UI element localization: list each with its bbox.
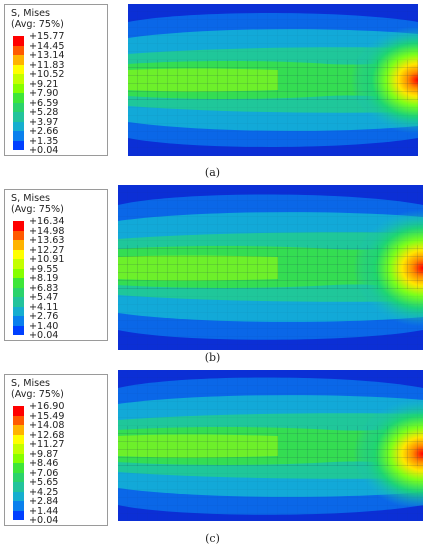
legend-title: S, Mises — [11, 193, 51, 204]
legend-level-label: +7.90 — [29, 88, 59, 99]
legend-swatch — [13, 425, 24, 435]
legend-level-label: +13.14 — [29, 50, 65, 61]
stress-legend: S, Mises (Avg: 75%) +16.90 +15.49 +14.08 +1… — [4, 374, 108, 526]
legend-level-label: +12.27 — [29, 244, 65, 256]
legend-level-label: +4.25 — [29, 486, 59, 498]
legend-swatch — [13, 453, 24, 463]
legend-swatch — [13, 259, 24, 269]
legend-swatch — [13, 131, 24, 141]
legend-level-label: +11.83 — [29, 59, 65, 71]
legend-swatch — [13, 93, 24, 103]
legend-level-label: +2.84 — [29, 496, 59, 507]
legend-level-label: +2.76 — [29, 311, 59, 322]
legend-level-label: +10.91 — [29, 254, 65, 265]
legend-subtitle: (Avg: 75%) — [11, 204, 64, 215]
legend-level-label: +9.55 — [29, 263, 59, 275]
legend-level-label: +16.34 — [29, 216, 65, 227]
legend-swatch — [13, 240, 24, 250]
legend-swatch — [13, 444, 24, 454]
panel-b: S, Mises (Avg: 75%) +16.34 +14.98 +13.63 +1… — [0, 185, 425, 370]
legend-swatch — [13, 510, 24, 520]
legend-swatch — [13, 83, 24, 93]
legend-level-label: +5.28 — [29, 107, 59, 118]
legend-swatch — [13, 102, 24, 112]
legend-level-label: +8.46 — [29, 458, 59, 469]
legend-swatch — [13, 278, 24, 288]
stress-contour-plot — [118, 185, 423, 350]
stress-contour-plot — [128, 4, 418, 156]
legend-level-label: +9.87 — [29, 448, 59, 460]
legend-swatch — [13, 463, 24, 473]
legend-swatch — [13, 297, 24, 307]
legend-level-label: +7.06 — [29, 467, 59, 479]
legend-swatch — [13, 415, 24, 425]
legend-level-label: +14.08 — [29, 420, 65, 431]
legend-level-label: +16.90 — [29, 401, 65, 412]
legend-title: S, Mises — [11, 8, 51, 19]
legend-swatch — [13, 230, 24, 240]
legend-level-label: +14.45 — [29, 40, 65, 52]
legend-swatch — [13, 287, 24, 297]
stress-contour-plot — [118, 370, 423, 521]
legend-swatch — [13, 121, 24, 131]
legend-level-label: +13.63 — [29, 235, 65, 246]
legend-swatch — [13, 55, 24, 65]
legend-level-label: +10.52 — [29, 69, 65, 80]
legend-level-label: +9.21 — [29, 78, 59, 90]
legend-level-label: +2.66 — [29, 126, 59, 137]
legend-level-label: +4.11 — [29, 301, 59, 313]
legend-level-label: +3.97 — [29, 116, 59, 128]
legend-title: S, Mises — [11, 378, 51, 389]
legend-level-label: +0.04 — [29, 330, 59, 341]
stress-legend: S, Mises (Avg: 75%) +16.34 +14.98 +13.63 +1… — [4, 189, 108, 341]
legend-swatch — [13, 249, 24, 259]
legend-swatch — [13, 306, 24, 316]
caption-a: (a) — [204, 166, 221, 179]
legend-level-label: +5.65 — [29, 477, 59, 488]
legend-swatch — [13, 140, 24, 150]
legend-swatch — [13, 434, 24, 444]
legend-swatch — [13, 501, 24, 511]
caption-c: (c) — [205, 532, 220, 545]
legend-level-label: +12.68 — [29, 429, 65, 441]
panel-c: S, Mises (Avg: 75%) +16.90 +15.49 +14.08 +1… — [0, 370, 425, 550]
legend-level-label: +0.04 — [29, 145, 59, 156]
legend-level-label: +14.98 — [29, 225, 65, 237]
legend-swatch — [13, 74, 24, 84]
legend-swatch — [13, 64, 24, 74]
legend-swatch — [13, 316, 24, 326]
legend-level-label: +1.44 — [29, 505, 59, 517]
legend-swatch — [13, 491, 24, 501]
legend-swatch — [13, 325, 24, 335]
legend-level-label: +15.49 — [29, 410, 65, 422]
legend-swatch — [13, 482, 24, 492]
legend-subtitle: (Avg: 75%) — [11, 19, 64, 30]
legend-level-label: +1.35 — [29, 135, 59, 147]
panel-a: S, Mises (Avg: 75%) +15.77 +14.45 +13.14 +1… — [0, 0, 425, 185]
legend-level-label: +1.40 — [29, 320, 59, 332]
legend-swatch — [13, 472, 24, 482]
legend-level-label: +5.47 — [29, 292, 59, 303]
stress-legend: S, Mises (Avg: 75%) +15.77 +14.45 +13.14 +1… — [4, 4, 108, 156]
caption-b: (b) — [204, 351, 221, 364]
legend-level-label: +11.27 — [29, 439, 65, 450]
legend-level-label: +0.04 — [29, 515, 59, 526]
legend-level-label: +8.19 — [29, 273, 59, 284]
legend-subtitle: (Avg: 75%) — [11, 389, 64, 400]
legend-level-label: +15.77 — [29, 31, 65, 42]
legend-swatch — [13, 406, 24, 416]
legend-swatch — [13, 45, 24, 55]
legend-swatch — [13, 268, 24, 278]
legend-level-label: +6.59 — [29, 97, 59, 109]
legend-swatch — [13, 221, 24, 231]
legend-swatch — [13, 36, 24, 46]
legend-swatch — [13, 112, 24, 122]
legend-level-label: +6.83 — [29, 282, 59, 294]
